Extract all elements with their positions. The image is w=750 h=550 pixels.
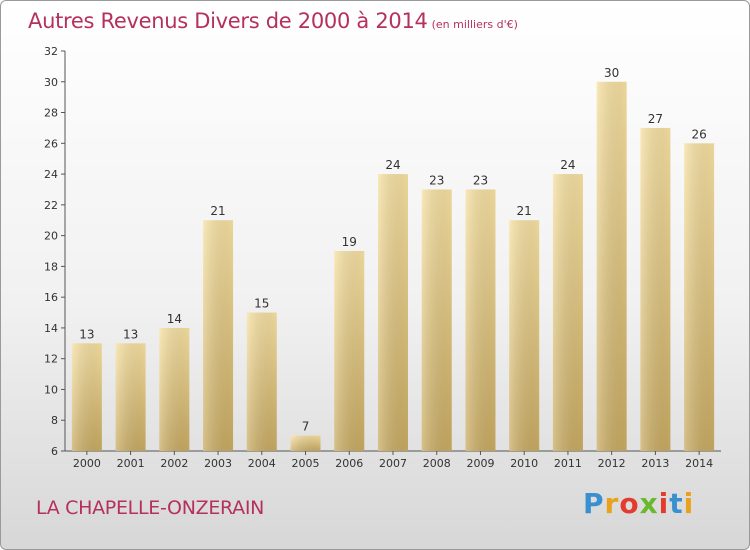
x-tick-label: 2005: [292, 457, 320, 470]
x-tick-label: 2006: [335, 457, 363, 470]
bar-sheen: [290, 435, 321, 451]
bar-sheen: [246, 312, 277, 451]
proxiti-logo: Proxiti: [583, 487, 694, 520]
x-tick-label: 2012: [598, 457, 626, 470]
data-label: 21: [517, 204, 532, 218]
brand-letter: o: [619, 487, 640, 520]
x-tick-label: 2013: [641, 457, 669, 470]
data-label: 13: [79, 327, 94, 341]
x-tick-label: 2003: [204, 457, 232, 470]
chart-title: Autres Revenus Divers de 2000 à 2014 (en …: [28, 9, 518, 33]
bar-sheen: [596, 81, 627, 452]
brand-letter: x: [639, 487, 659, 520]
x-tick-label: 2001: [117, 457, 145, 470]
y-tick-label: 12: [44, 353, 58, 366]
x-tick-label: 2009: [466, 457, 494, 470]
data-label: 27: [648, 112, 663, 126]
bar-sheen: [159, 327, 190, 451]
data-label: 24: [560, 158, 575, 172]
data-label: 23: [429, 173, 444, 187]
brand-letter: i: [658, 487, 670, 520]
data-label: 24: [385, 158, 400, 172]
y-tick-label: 22: [44, 199, 58, 212]
bar-sheen: [552, 174, 583, 452]
y-tick-label: 20: [44, 230, 58, 243]
bar-sheen: [421, 189, 452, 451]
y-tick-label: 30: [44, 76, 58, 89]
data-label: 15: [254, 297, 269, 311]
bar-sheen: [378, 174, 408, 452]
y-tick-label: 28: [44, 107, 58, 120]
brand-letter: r: [604, 487, 620, 520]
data-label: 30: [604, 66, 619, 80]
brand-letter: i: [683, 487, 695, 520]
y-tick-label: 10: [44, 383, 58, 396]
y-tick-label: 16: [44, 291, 58, 304]
bar-sheen: [509, 220, 540, 451]
y-tick-label: 8: [51, 414, 58, 427]
data-label: 7: [302, 420, 310, 434]
title-unit: (en milliers d'€): [431, 18, 518, 31]
data-label: 26: [691, 127, 706, 141]
data-label: 23: [473, 173, 488, 187]
y-tick-label: 6: [51, 445, 58, 458]
commune-name: LA CHAPELLE-ONZERAIN: [36, 497, 265, 519]
x-tick-label: 2010: [510, 457, 538, 470]
x-tick-label: 2004: [248, 457, 276, 470]
data-label: 21: [210, 204, 225, 218]
y-tick-label: 14: [44, 322, 58, 335]
y-tick-label: 32: [44, 45, 58, 58]
y-tick-label: 18: [44, 260, 58, 273]
bar-sheen: [115, 343, 146, 451]
bar-sheen: [334, 251, 365, 451]
x-tick-label: 2014: [685, 457, 713, 470]
bar-sheen: [71, 343, 102, 451]
data-label: 13: [123, 327, 138, 341]
bar-sheen: [684, 143, 715, 452]
x-tick-label: 2002: [160, 457, 188, 470]
bar-sheen: [640, 127, 671, 451]
x-tick-label: 2000: [73, 457, 101, 470]
data-label: 19: [342, 235, 357, 249]
bar-sheen: [203, 220, 234, 451]
y-tick-label: 26: [44, 137, 58, 150]
x-tick-label: 2007: [379, 457, 407, 470]
brand-letter: t: [669, 487, 684, 520]
brand-letter: P: [583, 487, 605, 520]
y-tick-label: 24: [44, 168, 58, 181]
x-tick-label: 2008: [423, 457, 451, 470]
x-tick-label: 2011: [554, 457, 582, 470]
data-label: 14: [167, 312, 182, 326]
title-text: Autres Revenus Divers de 2000 à 2014: [28, 9, 428, 33]
bar-sheen: [465, 189, 496, 451]
